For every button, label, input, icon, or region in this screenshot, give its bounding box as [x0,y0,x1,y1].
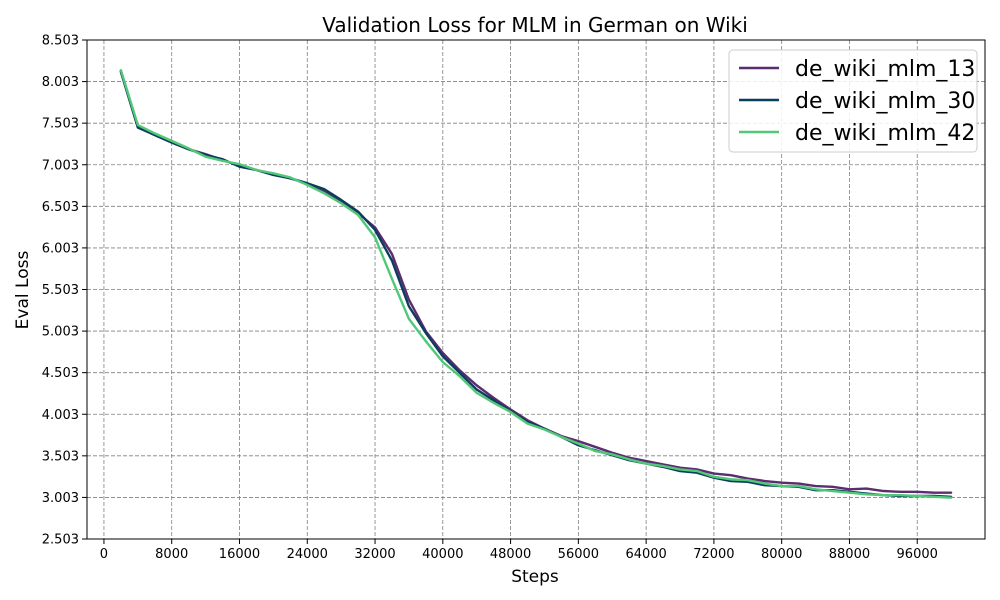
tick-layer: 0 8000 16000 24000 32000 40000 48000 56000 64000… [42,34,938,563]
y-tick-label: 2.503 [42,533,79,548]
x-tick-label: 40000 [422,547,463,562]
x-tick-label: 88000 [829,547,870,562]
y-tick-label: 7.503 [42,117,79,132]
y-tick-label: 7.003 [42,158,79,173]
legend: de_wiki_mlm_13 de_wiki_mlm_30 de_wiki_mlm_… [728,49,978,153]
y-tick-label: 8.503 [42,34,79,49]
chart-title: Validation Loss for MLM in German on Wik… [322,13,748,37]
legend-label: de_wiki_mlm_42 [795,121,975,146]
x-tick-label: 80000 [761,547,802,562]
y-tick-label: 5.003 [42,325,79,340]
x-tick-label: 0 [100,547,108,562]
x-tick-label: 16000 [219,547,260,562]
x-tick-label: 72000 [693,547,734,562]
legend-label: de_wiki_mlm_13 [795,57,975,82]
y-tick-label: 5.503 [42,283,79,298]
series-line-de-wiki-mlm-42 [119,68,953,499]
x-tick-label: 24000 [287,547,328,562]
x-tick-label: 32000 [354,547,395,562]
x-tick-label: 48000 [490,547,531,562]
grid-layer [87,39,985,540]
series-layer [119,68,953,499]
y-tick-label: 3.503 [42,449,79,464]
y-tick-label: 3.003 [42,491,79,506]
x-axis-label: Steps [511,567,559,587]
x-tick-label: 56000 [558,547,599,562]
y-tick-label: 8.003 [42,75,79,90]
x-tick-label: 96000 [897,547,938,562]
y-tick-label: 6.503 [42,200,79,215]
y-axis-label: Eval Loss [13,251,33,330]
x-tick-label: 8000 [155,547,188,562]
y-tick-label: 6.003 [42,241,79,256]
legend-label: de_wiki_mlm_30 [795,89,975,114]
y-tick-label: 4.503 [42,366,79,381]
legend-box [728,49,978,153]
x-tick-label: 64000 [625,547,666,562]
y-tick-label: 4.003 [42,408,79,423]
